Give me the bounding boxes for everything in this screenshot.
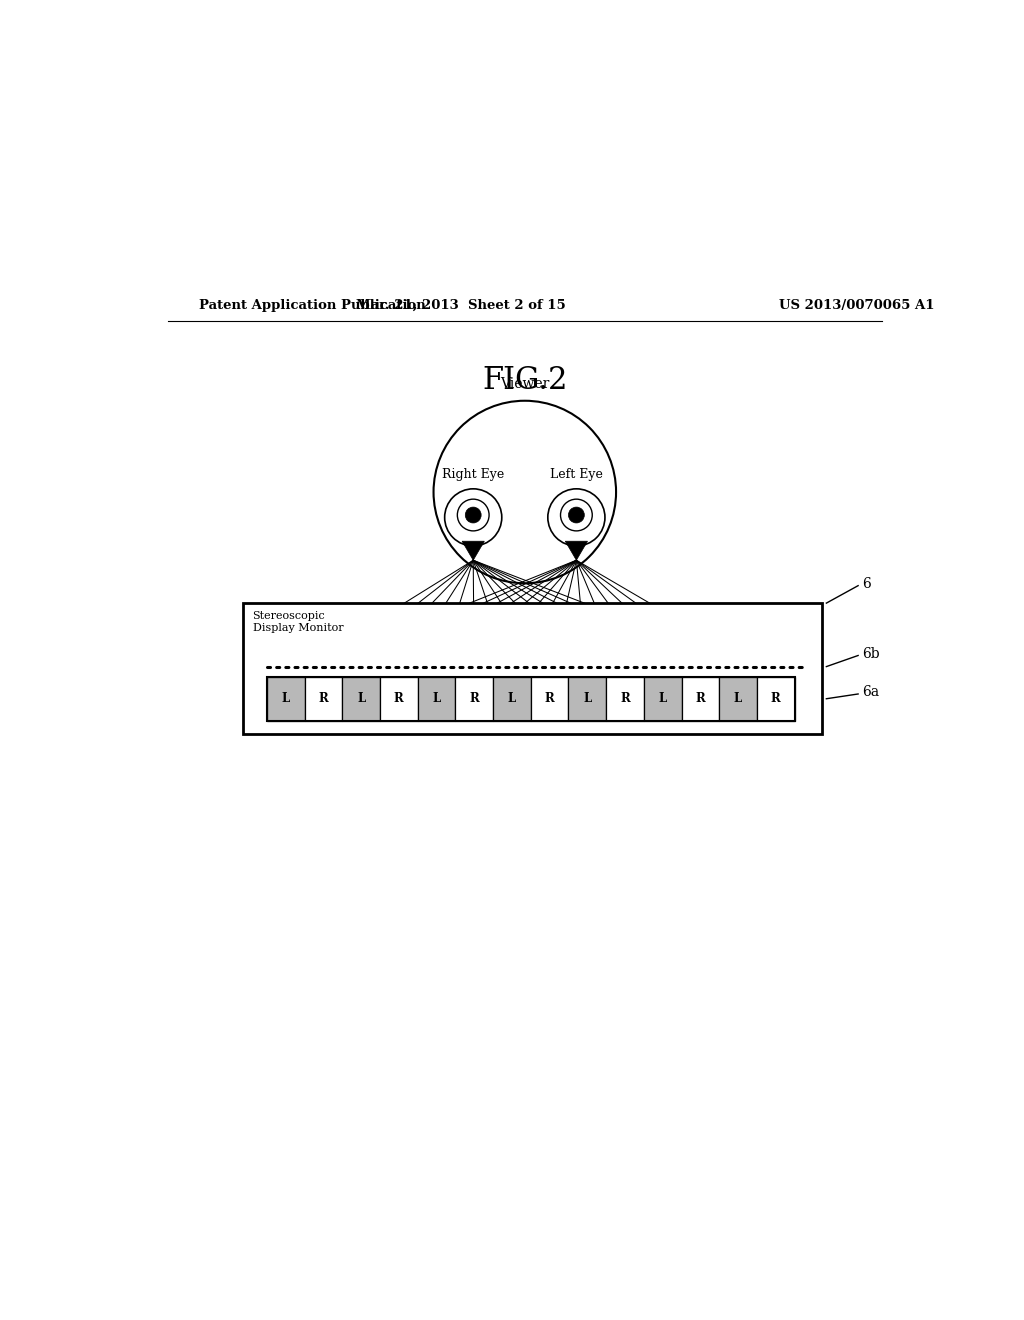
Text: Viewer: Viewer	[500, 378, 550, 391]
Polygon shape	[565, 541, 588, 560]
Bar	[304, 677, 342, 721]
Text: L: L	[658, 692, 667, 705]
Text: L: L	[357, 692, 366, 705]
Circle shape	[560, 499, 592, 531]
Text: L: L	[508, 692, 516, 705]
Bar	[682, 677, 719, 721]
Text: Left Eye: Left Eye	[550, 467, 603, 480]
Bar	[342, 677, 380, 721]
Polygon shape	[462, 541, 484, 560]
Bar	[568, 677, 606, 721]
Bar	[243, 603, 822, 734]
Bar	[719, 677, 757, 721]
Bar	[757, 677, 795, 721]
Text: Right Eye: Right Eye	[442, 467, 505, 480]
Bar	[456, 677, 494, 721]
Bar	[267, 677, 795, 721]
Text: L: L	[432, 692, 440, 705]
Text: FIG.2: FIG.2	[482, 366, 567, 396]
Text: R: R	[771, 692, 780, 705]
Bar	[418, 677, 456, 721]
Text: 6a: 6a	[862, 685, 880, 700]
Text: US 2013/0070065 A1: US 2013/0070065 A1	[778, 300, 934, 312]
Text: Mar. 21, 2013  Sheet 2 of 15: Mar. 21, 2013 Sheet 2 of 15	[356, 300, 566, 312]
Bar	[267, 677, 304, 721]
Text: R: R	[545, 692, 554, 705]
Circle shape	[465, 507, 481, 523]
Text: L: L	[282, 692, 290, 705]
Text: R: R	[469, 692, 479, 705]
Text: 6: 6	[862, 577, 870, 591]
Circle shape	[444, 488, 502, 546]
Text: Stereoscopic
Display Monitor: Stereoscopic Display Monitor	[253, 611, 343, 632]
Bar	[644, 677, 682, 721]
Bar	[494, 677, 530, 721]
Text: R: R	[621, 692, 630, 705]
Bar	[380, 677, 418, 721]
Text: R: R	[695, 692, 706, 705]
Circle shape	[548, 488, 605, 546]
Circle shape	[458, 499, 489, 531]
Text: L: L	[734, 692, 742, 705]
Text: L: L	[584, 692, 592, 705]
Text: R: R	[318, 692, 329, 705]
Text: R: R	[394, 692, 403, 705]
Circle shape	[568, 507, 585, 523]
Bar	[606, 677, 644, 721]
Text: Patent Application Publication: Patent Application Publication	[200, 300, 426, 312]
Text: 6b: 6b	[862, 647, 880, 661]
Bar	[530, 677, 568, 721]
